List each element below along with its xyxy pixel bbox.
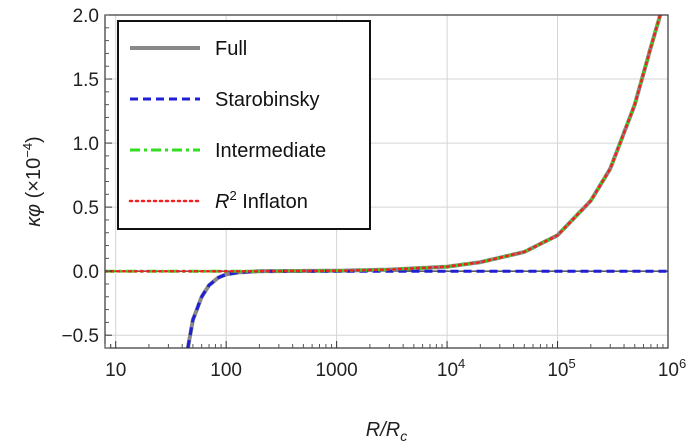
y-tick-label: 0.0 [73, 262, 99, 283]
x-tick-label: 1000 [315, 360, 357, 381]
y-tick-label: −0.5 [61, 326, 99, 347]
x-tick-label: 10 [105, 360, 126, 381]
series-line-2 [186, 269, 668, 348]
x-axis-title: R/Rc [366, 419, 407, 444]
legend: Full Starobinsky Intermediate R2 Inflaton [117, 20, 371, 230]
x-tick-label: 100 [210, 360, 242, 381]
series-line-4 [105, 15, 662, 273]
series-layer [105, 15, 668, 348]
legend-box [117, 20, 371, 230]
y-axis-title: κφ (×10−4) [20, 136, 45, 226]
y-tick-label: 1.0 [73, 134, 99, 155]
y-tick-label: 0.5 [73, 198, 99, 219]
legend-label: Intermediate [215, 140, 326, 162]
y-tick-label: 1.5 [73, 70, 99, 91]
legend-label: Full [215, 38, 247, 60]
legend-label: Starobinsky [215, 89, 320, 111]
y-tick-label: 2.0 [73, 6, 99, 27]
legend-label: R2 Inflaton [215, 188, 308, 213]
